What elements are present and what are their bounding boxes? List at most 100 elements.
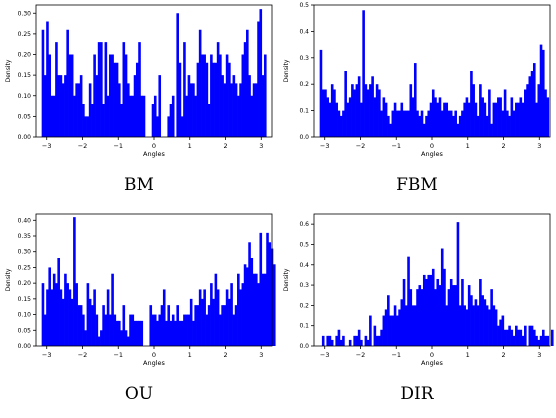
bar-bm-72 — [203, 54, 206, 137]
bar-fbm-32 — [391, 110, 395, 137]
bar-ou-19 — [84, 330, 87, 346]
bar-fbm-49 — [429, 102, 433, 137]
bar-ou-58 — [171, 314, 175, 346]
y-tick-label-fbm-0: 0.0 — [299, 134, 309, 141]
bar-ou-88 — [239, 289, 242, 346]
bar-fbm-28 — [382, 97, 386, 137]
bar-bm-92 — [248, 75, 251, 138]
bar-dir-81 — [501, 315, 505, 346]
bar-bm-97 — [259, 9, 263, 138]
bar-ou-27 — [102, 305, 105, 346]
x-tick-label-dir-2: −1 — [391, 351, 401, 359]
y-tick-label-ou-0: 0.00 — [18, 343, 32, 350]
bar-dir-72 — [481, 295, 484, 346]
y-tick-label-dir-1: 0.1 — [299, 323, 309, 330]
bar-bm-28 — [104, 42, 108, 138]
bar-fbm-34 — [396, 110, 399, 137]
bar-ou-56 — [167, 305, 171, 346]
bar-bm-82 — [225, 54, 229, 137]
bar-dir-4 — [328, 335, 332, 346]
bar-bm-75 — [210, 54, 213, 137]
bar-dir-8 — [337, 329, 341, 346]
bar-ou-44 — [140, 320, 144, 346]
bar-fbm-53 — [438, 97, 442, 137]
x-tick-label-dir-3: 0 — [430, 351, 434, 359]
bar-dir-18 — [360, 339, 363, 346]
bar-ou-12 — [68, 289, 72, 346]
bar-ou-14 — [73, 217, 76, 346]
caption-ou: OU — [124, 384, 154, 404]
bar-ou-20 — [86, 283, 90, 346]
bar-dir-80 — [499, 319, 502, 346]
bar-ou-3 — [48, 267, 51, 346]
bar-ou-82 — [225, 289, 229, 346]
bar-dir-77 — [492, 305, 496, 346]
bar-fbm-15 — [353, 89, 356, 137]
bar-dir-37 — [402, 278, 406, 346]
bar-dir-25 — [375, 335, 379, 346]
panel-ou: −3 −2 −1 0 1 2 3 0.00 0.05 0.10 0.15 0.20 0.25 0.30 0.… — [0, 209, 278, 418]
bar-dir-76 — [490, 289, 493, 346]
bar-bm-0 — [41, 29, 45, 137]
bar-bm-60 — [176, 13, 179, 137]
bar-dir-54 — [440, 248, 444, 346]
bar-dir-88 — [517, 329, 520, 346]
bar-bm-83 — [228, 62, 231, 137]
bar-dir-52 — [436, 278, 440, 346]
bar-dir-17 — [357, 329, 361, 346]
bar-fbm-16 — [355, 84, 359, 137]
histogram-bm: −3 −2 −1 0 1 2 3 0.00 0.05 0.10 0.15 0.20 0.25 0.30 An… — [5, 4, 273, 158]
bar-ou-98 — [261, 273, 265, 346]
bar-bm-52 — [158, 75, 162, 138]
bar-dir-48 — [427, 274, 431, 346]
bar-fbm-82 — [503, 89, 507, 137]
bar-ou-87 — [237, 273, 240, 346]
bar-bm-4 — [50, 95, 54, 137]
bar-dir-33 — [393, 305, 397, 346]
y-tick-label-fbm-2: 0.2 — [299, 81, 309, 88]
bar-dir-62 — [458, 305, 462, 346]
bar-dir-45 — [420, 289, 424, 346]
bar-ou-71 — [201, 298, 204, 346]
bar-ou-93 — [250, 258, 254, 346]
bar-fbm-24 — [373, 97, 377, 137]
bar-fbm-43 — [416, 110, 419, 137]
bar-dir-35 — [398, 309, 401, 346]
x-ticks-dir: −3 −2 −1 0 1 2 3 — [320, 346, 541, 359]
bar-ou-8 — [59, 289, 63, 346]
bar-bm-7 — [57, 75, 60, 138]
x-tick-label-fbm-2: −1 — [391, 142, 401, 150]
bar-ou-61 — [178, 320, 182, 346]
bar-fbm-95 — [532, 63, 536, 137]
bar-ou-90 — [243, 264, 247, 346]
bar-ou-13 — [70, 298, 74, 346]
x-ticks-ou: −3 −2 −1 0 1 2 3 — [42, 346, 263, 359]
bar-fbm-88 — [517, 102, 520, 137]
y-axis-label-bm: Density — [5, 59, 12, 82]
bar-bm-29 — [106, 95, 110, 137]
bar-ou-2 — [46, 289, 49, 346]
bar-fbm-8 — [337, 110, 341, 137]
bar-dir-71 — [479, 278, 482, 346]
bar-fbm-51 — [434, 97, 437, 137]
bar-fbm-29 — [384, 102, 388, 137]
x-tick-label-dir-5: 2 — [501, 351, 505, 359]
bar-dir-15 — [353, 335, 356, 346]
x-tick-label-bm-1: −2 — [78, 142, 88, 150]
x-tick-label-bm-0: −3 — [42, 142, 52, 150]
bar-ou-80 — [221, 305, 224, 346]
bar-dir-103 — [550, 329, 554, 346]
x-tick-label-dir-0: −3 — [320, 351, 330, 359]
bar-bm-91 — [246, 29, 249, 137]
bar-dir-7 — [335, 335, 338, 346]
bar-ou-9 — [61, 298, 65, 346]
bars-fbm — [319, 10, 550, 138]
bar-ou-15 — [75, 283, 78, 346]
bar-fbm-58 — [449, 110, 453, 137]
bar-fbm-99 — [541, 49, 545, 137]
bar-ou-70 — [198, 289, 202, 346]
x-ticks-bm: −3 −2 −1 0 1 2 3 — [42, 137, 263, 150]
bar-bm-22 — [91, 104, 94, 137]
bar-ou-49 — [151, 314, 155, 346]
bar-dir-9 — [339, 339, 343, 346]
